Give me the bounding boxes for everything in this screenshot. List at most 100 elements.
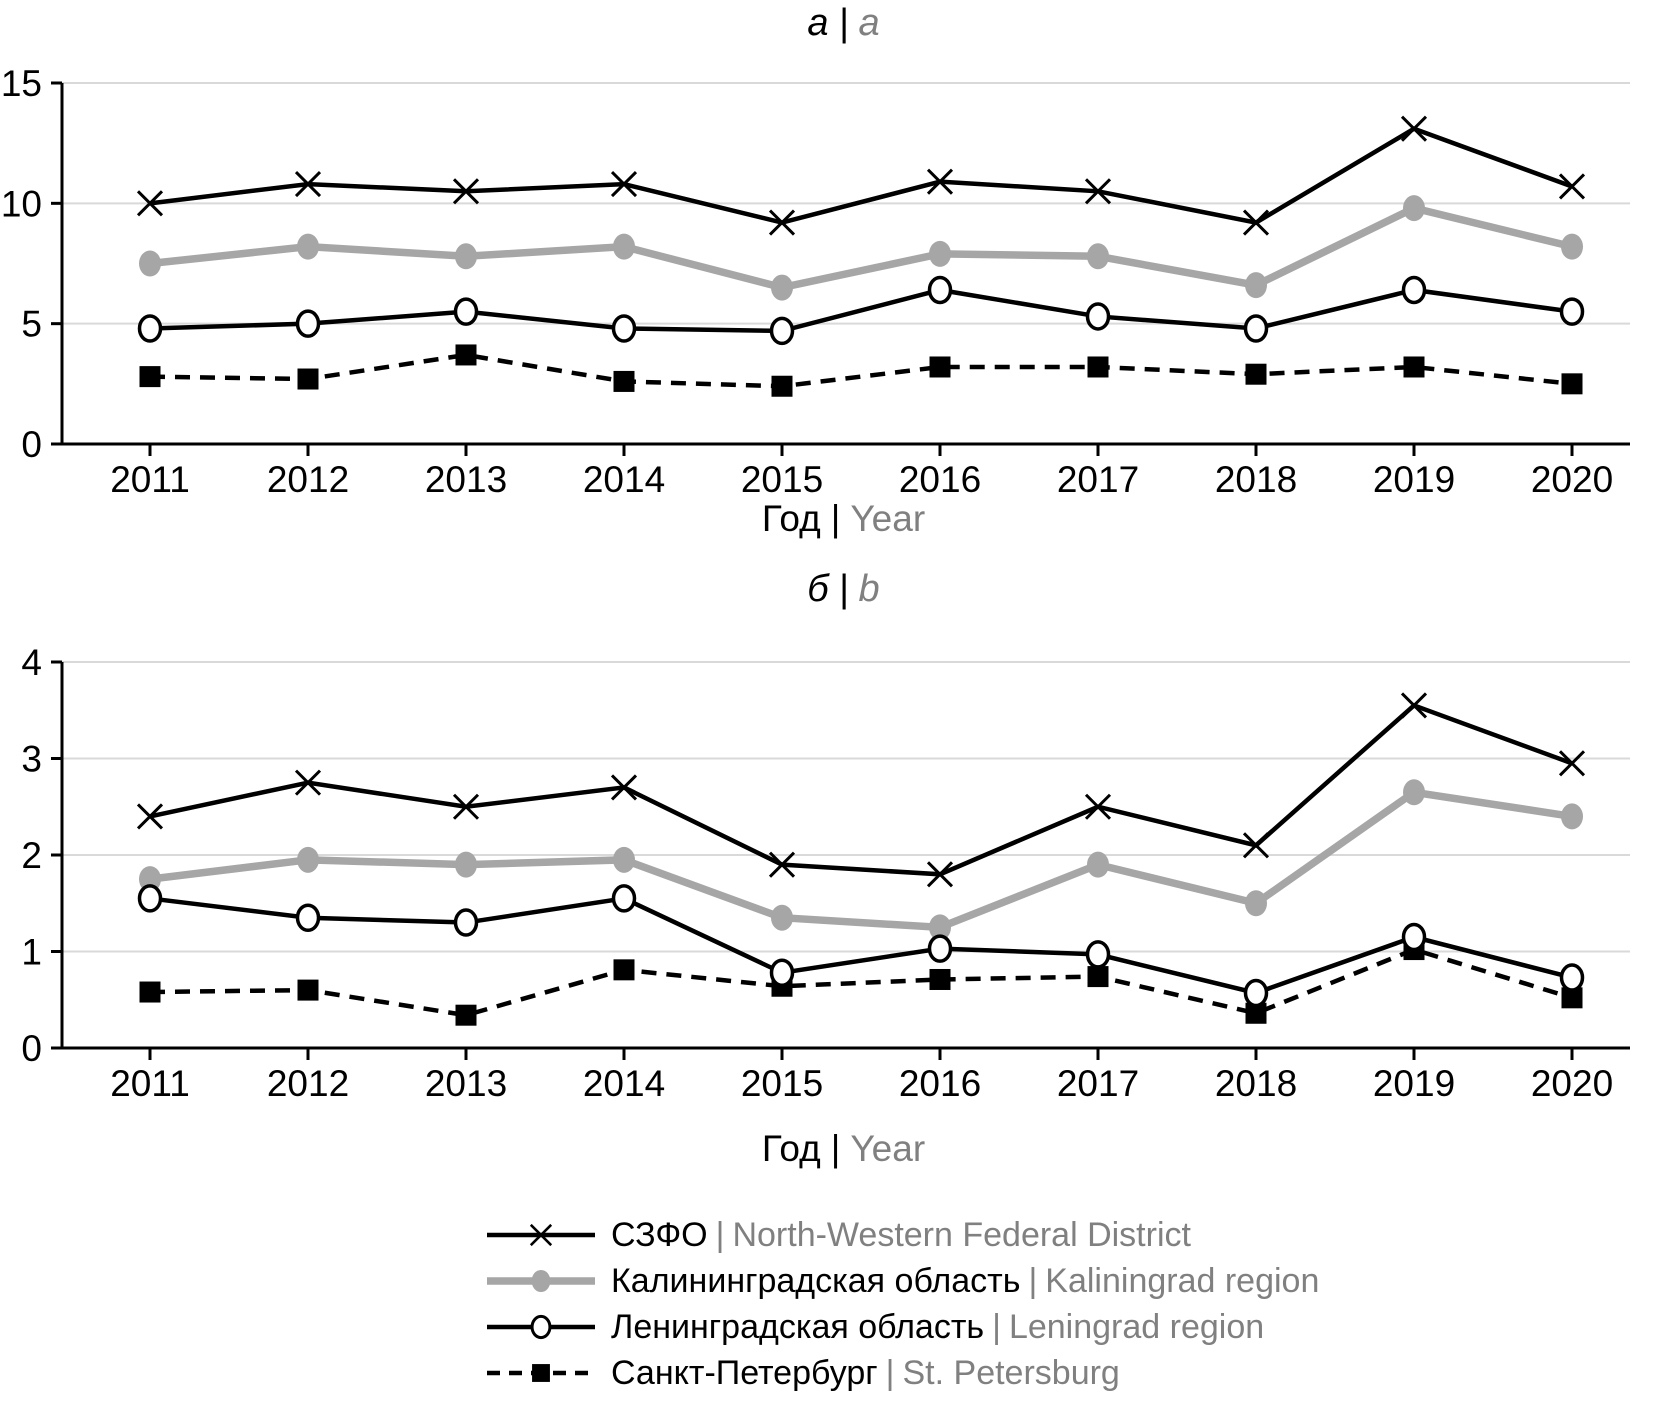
legend-item-szfo: СЗФО | North-Western Federal District — [485, 1212, 1319, 1258]
filled-square-marker — [929, 968, 951, 990]
x-cross-marker — [610, 774, 638, 801]
y-tick-label: 4 — [21, 642, 42, 683]
x-tick-label: 2015 — [741, 459, 823, 500]
filled-circle-marker — [531, 1269, 551, 1293]
legend-label-separator: | — [885, 1353, 895, 1392]
chart-panel-b: 0 1 2 3 4 2011 2012 2013 2014 2015 2016 2017 2018 201… — [21, 642, 1630, 1104]
y-tick-label: 3 — [21, 739, 42, 780]
filled-square-marker — [1087, 356, 1109, 378]
panel-a-xaxis-label-separator: | — [830, 498, 841, 539]
filled-circle-marker — [613, 846, 635, 873]
x-tick-label: 2019 — [1373, 459, 1455, 500]
y-tick-label: 1 — [21, 932, 42, 973]
chart-legend: СЗФО | North-Western Federal District Калин… — [485, 1212, 1319, 1396]
x-cross-marker — [926, 168, 954, 195]
filled-circle-marker — [771, 274, 793, 301]
legend-label-separator: | — [715, 1215, 725, 1254]
panel-a-title-en: a — [858, 2, 880, 44]
series-line-szfo — [149, 126, 1573, 225]
legend-item-leningrad: Ленинградская область | Leningrad region — [485, 1304, 1319, 1350]
x-cross-marker — [1558, 750, 1586, 777]
x-tick-label: 2015 — [741, 1063, 823, 1104]
open-circle-marker — [611, 314, 637, 343]
filled-circle-marker — [1087, 851, 1109, 878]
filled-square-marker — [1561, 987, 1583, 1009]
legend-item-spb: Санкт-Петербург | St. Petersburg — [485, 1350, 1319, 1396]
x-tick-label: 2014 — [583, 1063, 665, 1104]
legend-kaliningrad-line-sample — [487, 1269, 595, 1293]
panel-a-xaxis-label-ru: Год — [761, 498, 821, 539]
x-tick-label: 2016 — [899, 459, 981, 500]
panel-a-xaxis-label: Год | Year — [62, 498, 1625, 540]
series-line-szfo — [149, 702, 1573, 877]
x-tick-label: 2012 — [267, 1063, 349, 1104]
filled-circle-marker — [929, 914, 951, 941]
y-tick-label: 0 — [21, 1028, 42, 1069]
filled-circle-marker — [1087, 243, 1109, 270]
x-tick-label: 2017 — [1057, 1063, 1139, 1104]
filled-circle-marker — [455, 851, 477, 878]
series-line-kaliningrad — [149, 788, 1573, 932]
series-line-spb — [149, 947, 1573, 1018]
filled-circle-marker — [1561, 233, 1583, 260]
y-tick-label: 10 — [1, 183, 42, 224]
panel-b-xaxis-label-ru: Год — [761, 1128, 821, 1169]
panel-a-title-ru: а — [807, 2, 829, 44]
y-tick-label: 15 — [1, 63, 42, 104]
series-line-leningrad — [149, 896, 1573, 996]
filled-circle-marker — [139, 866, 161, 893]
legend-label-leningrad: Ленинградская область | Leningrad region — [611, 1308, 1264, 1347]
legend-item-kaliningrad: Калининградская область | Kaliningrad regi… — [485, 1258, 1319, 1304]
filled-circle-marker — [929, 240, 951, 267]
legend-label-kaliningrad: Калининградская область | Kaliningrad regi… — [611, 1262, 1319, 1301]
panel-a-xaxis-label-en: Year — [850, 498, 926, 539]
x-cross-marker — [136, 190, 164, 217]
open-circle-marker — [137, 314, 163, 343]
filled-square-marker — [1561, 373, 1583, 395]
filled-square-marker — [455, 344, 477, 366]
x-tick-label: 2018 — [1215, 1063, 1297, 1104]
x-tick-label: 2017 — [1057, 459, 1139, 500]
x-tick-label: 2013 — [425, 459, 507, 500]
panel-a-title-separator: | — [838, 2, 849, 44]
x-tick-label: 2020 — [1531, 1063, 1613, 1104]
x-tick-label: 2016 — [899, 1063, 981, 1104]
filled-square-marker — [613, 959, 635, 981]
x-cross-marker — [1084, 793, 1112, 820]
x-tick-label: 2019 — [1373, 1063, 1455, 1104]
filled-square-marker — [1087, 966, 1109, 988]
series-line-leningrad — [149, 287, 1573, 334]
x-cross-marker — [452, 178, 480, 205]
x-tick-label: 2018 — [1215, 459, 1297, 500]
filled-circle-marker — [1403, 779, 1425, 806]
panel-b-title-separator: | — [838, 568, 849, 610]
x-cross-marker — [529, 1223, 553, 1247]
legend-label-szfo: СЗФО | North-Western Federal District — [611, 1216, 1191, 1255]
open-circle-marker — [927, 934, 953, 963]
filled-circle-marker — [297, 233, 319, 260]
open-circle-marker — [453, 297, 479, 326]
x-tick-label: 2012 — [267, 459, 349, 500]
legend-label-en: Kaliningrad region — [1045, 1261, 1320, 1300]
legend-spb-line-sample — [487, 1364, 595, 1382]
filled-square-marker — [297, 979, 319, 1001]
filled-circle-marker — [139, 250, 161, 277]
filled-square-marker — [532, 1364, 550, 1382]
filled-square-marker — [1245, 363, 1267, 385]
chart-panel-a: 0 5 10 15 2011 2012 2013 2014 2015 2016 2017 2018 20… — [1, 63, 1630, 500]
x-tick-label: 2014 — [583, 459, 665, 500]
x-tick-label: 2011 — [110, 459, 190, 500]
filled-square-marker — [1403, 356, 1425, 378]
x-tick-label: 2020 — [1531, 459, 1613, 500]
open-circle-marker — [1401, 275, 1427, 305]
filled-square-marker — [139, 366, 161, 388]
legend-leningrad-line-sample — [487, 1314, 595, 1340]
y-tick-label: 5 — [21, 304, 42, 345]
legend-label-spb: Санкт-Петербург | St. Petersburg — [611, 1354, 1120, 1393]
open-circle-marker — [530, 1314, 552, 1340]
legend-label-ru: Калининградская область — [611, 1261, 1021, 1300]
open-circle-marker — [1401, 922, 1427, 952]
legend-label-separator: | — [992, 1307, 1001, 1346]
open-circle-marker — [453, 908, 479, 937]
panel-b-xaxis-label: Год | Year — [62, 1128, 1625, 1170]
